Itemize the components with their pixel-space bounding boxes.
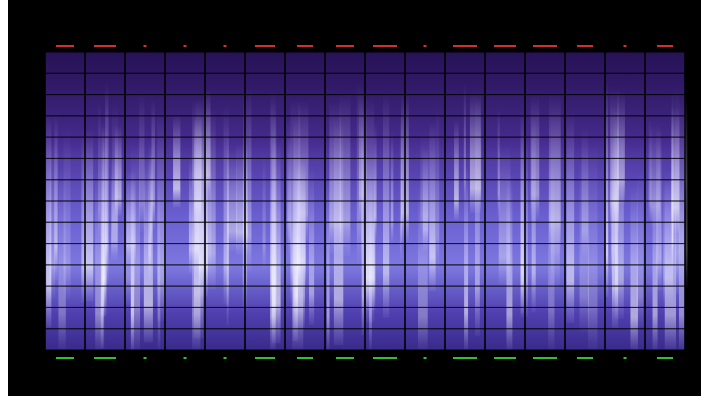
label-mark	[184, 357, 187, 359]
streak	[470, 92, 481, 213]
streak	[362, 141, 364, 336]
streak	[464, 164, 468, 350]
streak	[532, 118, 536, 312]
label-mark	[577, 357, 593, 359]
streak	[327, 183, 330, 350]
streak	[64, 128, 71, 299]
label-mark	[453, 357, 477, 359]
label-mark	[56, 45, 74, 47]
streak	[436, 108, 439, 268]
streak	[374, 122, 376, 239]
streak	[588, 141, 598, 350]
label-mark	[624, 357, 627, 359]
streak	[391, 130, 394, 243]
streak	[139, 94, 144, 232]
streak	[637, 172, 643, 327]
streak	[429, 121, 435, 291]
label-mark	[224, 357, 227, 359]
streak	[46, 115, 51, 328]
streak	[95, 169, 103, 350]
streak	[111, 161, 118, 260]
streak	[105, 83, 108, 284]
label-mark	[657, 357, 673, 359]
label-mark	[336, 45, 354, 47]
streak	[131, 170, 134, 350]
streak	[567, 113, 575, 323]
label-mark	[184, 45, 187, 47]
label-mark	[255, 45, 275, 47]
label-mark	[94, 45, 116, 47]
screenshot	[0, 0, 711, 405]
label-mark	[424, 45, 427, 47]
streak	[675, 88, 680, 294]
streak	[263, 153, 266, 269]
streak	[148, 143, 151, 281]
label-mark	[657, 45, 673, 47]
streak	[236, 144, 247, 255]
streak	[173, 115, 180, 208]
label-mark	[224, 45, 227, 47]
label-mark	[624, 45, 627, 47]
label-mark	[424, 357, 427, 359]
label-mark	[453, 45, 477, 47]
streak	[649, 119, 652, 221]
label-mark	[577, 45, 593, 47]
label-mark	[494, 357, 516, 359]
label-mark	[533, 45, 557, 47]
streak	[151, 99, 154, 229]
label-mark	[297, 45, 313, 47]
streak	[506, 173, 512, 350]
streak	[309, 167, 314, 325]
label-mark	[144, 357, 147, 359]
streak	[498, 107, 500, 215]
streak	[189, 154, 199, 273]
streak	[418, 183, 428, 350]
streak	[653, 174, 658, 350]
label-mark	[297, 357, 313, 359]
streak	[287, 119, 290, 246]
label-mark	[533, 357, 557, 359]
streak	[615, 119, 624, 319]
streak	[454, 119, 459, 220]
label-mark	[144, 45, 147, 47]
streak	[549, 94, 561, 253]
label-mark	[494, 45, 516, 47]
label-mark	[94, 357, 116, 359]
streak	[340, 93, 351, 256]
streak	[672, 92, 674, 276]
label-mark	[56, 357, 74, 359]
label-mark	[336, 357, 354, 359]
page: (() => { const svg = document.getElement…	[0, 0, 711, 405]
label-mark	[373, 45, 397, 47]
panel-area	[45, 52, 687, 350]
streak	[383, 94, 389, 317]
label-mark	[255, 357, 275, 359]
streak	[54, 116, 57, 281]
streak	[366, 97, 374, 322]
streak	[272, 142, 281, 343]
label-mark	[373, 357, 397, 359]
